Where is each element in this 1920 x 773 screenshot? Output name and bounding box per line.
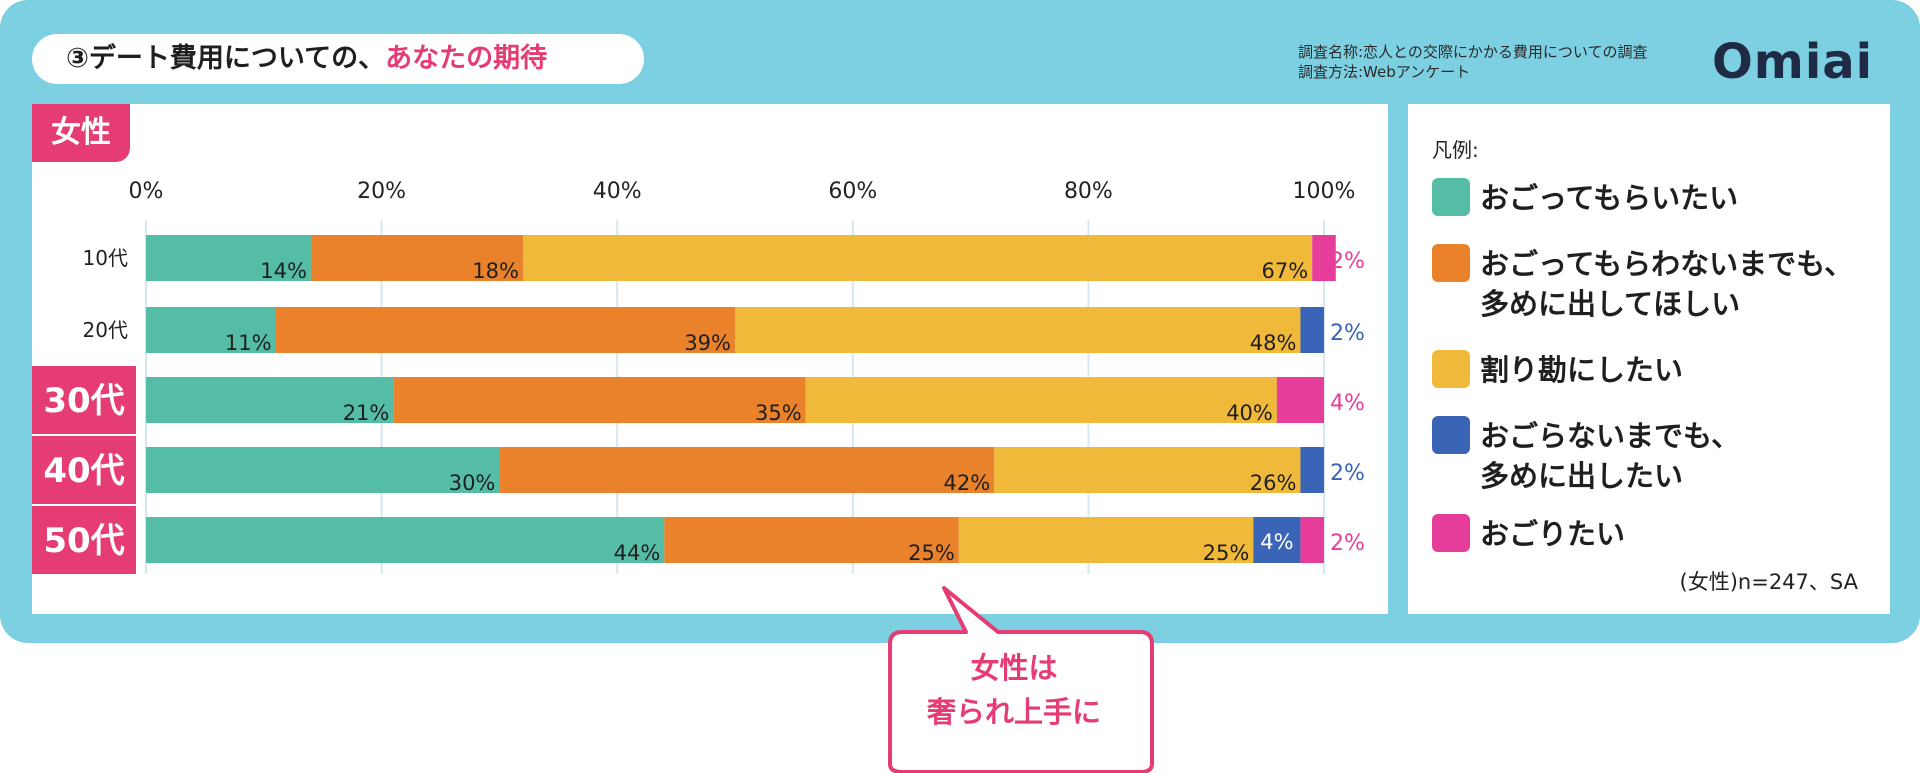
legend-swatch-teal — [1432, 178, 1470, 216]
callout-text: 女性は 奢られ上手に — [926, 651, 1101, 729]
x-tick-label: 100% — [1293, 179, 1356, 204]
data-label: 67% — [1262, 259, 1309, 283]
title-main: デート費用についての、 — [88, 43, 386, 74]
category-label: 40代 — [43, 451, 124, 491]
data-label: 21% — [343, 401, 390, 425]
data-label: 14% — [260, 259, 307, 283]
data-label: 2% — [1330, 249, 1365, 274]
legend-panel: 凡例: おごってもらいたい おごってもらわないまでも、 多めに出してほしい 割り… — [1408, 104, 1890, 614]
x-tick-label: 40% — [593, 179, 642, 204]
data-label: 2% — [1330, 461, 1365, 486]
data-label: 25% — [908, 541, 955, 565]
chart-title: ③デート費用についての、あなたの期待 — [32, 34, 644, 84]
data-label: 2% — [1330, 321, 1365, 346]
bar-segment — [1312, 235, 1336, 281]
bar-segment — [1300, 307, 1324, 353]
data-label: 18% — [472, 259, 519, 283]
data-label: 35% — [755, 401, 802, 425]
bar-segment — [146, 307, 276, 353]
survey-info: 調査名称:恋人との交際にかかる費用についての調査 調査方法:Webアンケート — [1298, 42, 1647, 82]
data-label: 44% — [614, 541, 661, 565]
bar-segment — [393, 377, 806, 423]
survey-method: 調査方法:Webアンケート — [1298, 63, 1471, 81]
x-tick-label: 0% — [129, 179, 164, 204]
category-label: 10代 — [83, 246, 128, 270]
bar-segment — [146, 377, 394, 423]
chart-panel: 女性 0% 20% 40% 60% 80% 100% 10代 20代 30代 40代 50代 14% 1… — [32, 104, 1388, 614]
bar-segment — [664, 517, 959, 563]
bar-segment — [1276, 377, 1324, 423]
bar-segment — [735, 307, 1301, 353]
category-label: 30代 — [43, 381, 124, 421]
legend-item-split: 割り勘にしたい — [1432, 350, 1683, 390]
legend-title: 凡例: — [1432, 138, 1479, 162]
legend-item-treat: おごりたい — [1432, 514, 1625, 554]
category-label: 20代 — [83, 318, 128, 342]
sample-note: (女性)n=247、SA — [1679, 570, 1858, 594]
data-label: 39% — [684, 331, 731, 355]
bar-segment — [146, 447, 500, 493]
bar-segment — [499, 447, 995, 493]
bar-segment — [1300, 447, 1324, 493]
bar-segment — [805, 377, 1277, 423]
data-label: 2% — [1330, 531, 1365, 556]
title-accent: あなたの期待 — [385, 43, 548, 74]
title-number: ③ — [66, 43, 89, 74]
x-tick-label: 80% — [1064, 179, 1113, 204]
data-label: 25% — [1203, 541, 1250, 565]
bar-segment — [310, 235, 523, 281]
legend-label: おごってもらわないまでも、 多めに出してほしい — [1480, 247, 1854, 321]
legend-item-treated: おごってもらいたい — [1432, 178, 1738, 218]
data-label: 4% — [1330, 391, 1365, 416]
x-tick-label: 20% — [357, 179, 406, 204]
data-label: 42% — [943, 471, 990, 495]
legend-swatch-yellow — [1432, 350, 1470, 388]
bar-segment — [275, 307, 735, 353]
data-label: 4% — [1260, 530, 1293, 554]
legend-swatch-orange — [1432, 244, 1470, 282]
data-label: 48% — [1250, 331, 1297, 355]
bar-segment — [146, 517, 665, 563]
category-highlight — [32, 366, 136, 434]
bar-segment — [958, 517, 1254, 563]
data-label: 11% — [225, 331, 272, 355]
legend-label: 割り勘にしたい — [1480, 353, 1684, 387]
bar-segment — [994, 447, 1301, 493]
bar-segment — [522, 235, 1313, 281]
survey-name: 調査名称:恋人との交際にかかる費用についての調査 — [1298, 43, 1648, 61]
data-label: 26% — [1250, 471, 1297, 495]
bar-segment — [1253, 517, 1301, 563]
legend-label: おごってもらいたい — [1480, 181, 1739, 215]
data-label: 30% — [449, 471, 496, 495]
category-highlight — [32, 436, 136, 504]
gender-tab: 女性 — [32, 104, 130, 162]
data-label: 40% — [1226, 401, 1273, 425]
legend-item-pay-more: おごらないまでも、 多めに出したい — [1432, 416, 1740, 496]
stacked-bar-chart: 0% 20% 40% 60% 80% 100% 10代 20代 30代 40代 50代 14% 18% 6… — [32, 179, 1365, 574]
bar-segment — [1300, 517, 1324, 563]
legend-swatch-pink — [1432, 514, 1470, 552]
category-label: 50代 — [43, 521, 124, 561]
legend-swatch-blue — [1432, 416, 1470, 454]
legend-label: おごりたい — [1480, 517, 1626, 551]
category-highlight — [32, 506, 136, 574]
legend-label: おごらないまでも、 多めに出したい — [1480, 419, 1741, 493]
x-tick-label: 60% — [828, 179, 877, 204]
omiai-logo: Omiai — [1712, 34, 1874, 90]
bar-segment — [146, 235, 311, 281]
legend-item-partly-treated: おごってもらわないまでも、 多めに出してほしい — [1432, 244, 1853, 324]
